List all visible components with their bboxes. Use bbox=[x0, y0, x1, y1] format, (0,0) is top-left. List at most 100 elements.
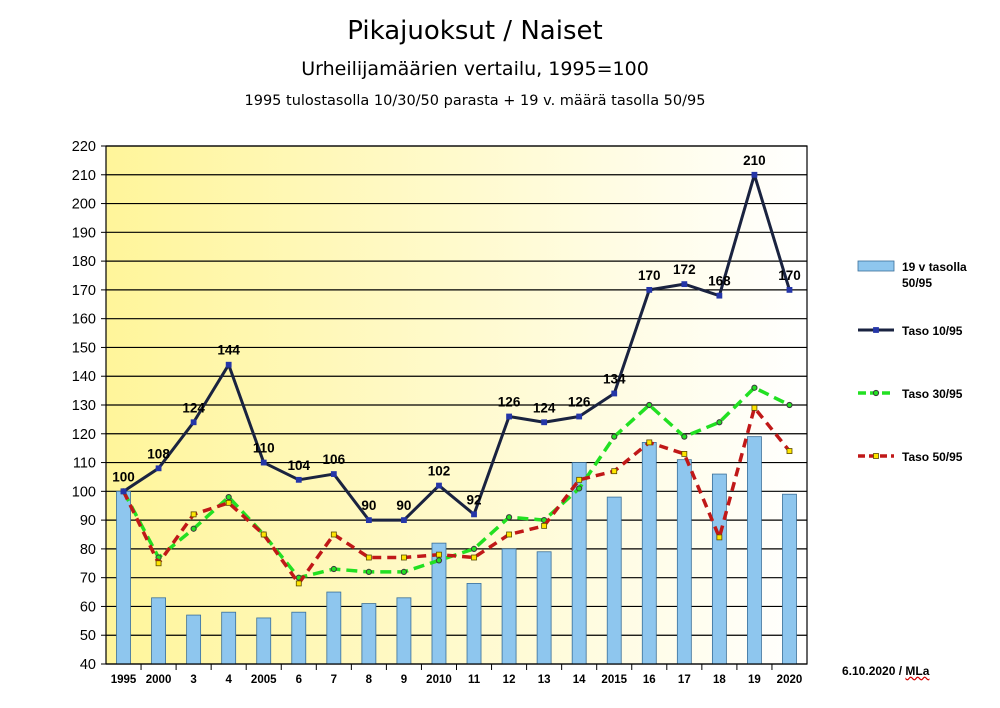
bar bbox=[116, 490, 131, 665]
x-tick-label: 2020 bbox=[777, 674, 803, 686]
point-marker bbox=[120, 488, 127, 495]
point-marker bbox=[295, 476, 302, 483]
point-marker bbox=[576, 413, 583, 420]
point-marker bbox=[190, 511, 197, 518]
y-tick-label: 150 bbox=[72, 340, 96, 356]
footer-author: MLa bbox=[905, 664, 930, 678]
axes: 40 50 60 70 80 90 100 110 120 130 140 150 160 170 180 1… bbox=[72, 139, 808, 686]
data-label: 134 bbox=[603, 371, 626, 386]
point-marker bbox=[611, 468, 618, 475]
data-label: 126 bbox=[498, 395, 521, 410]
data-label: 124 bbox=[182, 400, 205, 415]
bar bbox=[466, 583, 482, 665]
data-label: 102 bbox=[428, 464, 451, 479]
legend-swatch-marker bbox=[873, 453, 879, 459]
legend: 19 v tasolla 50/95 Taso 10/95 Taso 30/95 Tas… bbox=[857, 260, 967, 464]
footer-credit: 6.10.2020 / MLa bbox=[842, 664, 929, 678]
legend-swatch-bars bbox=[857, 260, 895, 272]
point-marker bbox=[436, 482, 442, 489]
point-marker bbox=[190, 419, 197, 426]
x-tick-label: 2005 bbox=[251, 674, 277, 686]
chart-subtitle-2: 1995 tulostasolla 10/30/50 parasta + 19 … bbox=[244, 93, 706, 109]
point-marker bbox=[365, 568, 372, 576]
bar bbox=[571, 462, 587, 665]
point-marker bbox=[681, 281, 688, 288]
point-marker bbox=[155, 465, 162, 472]
x-tick-label: 3 bbox=[190, 674, 196, 686]
bar bbox=[536, 551, 552, 665]
point-marker bbox=[330, 565, 337, 573]
data-label: 126 bbox=[568, 395, 591, 410]
point-marker bbox=[681, 433, 688, 440]
point-marker bbox=[541, 419, 548, 426]
x-tick-label: 18 bbox=[713, 674, 726, 686]
chart-subtitle: Urheilijamäärien vertailu, 1995=100 bbox=[301, 58, 649, 80]
bar bbox=[291, 611, 307, 665]
point-marker bbox=[225, 493, 232, 501]
point-marker bbox=[646, 439, 653, 446]
data-label: 210 bbox=[743, 153, 766, 168]
x-tick-label: 7 bbox=[331, 674, 337, 686]
point-marker bbox=[295, 580, 302, 587]
x-tick-label: 2000 bbox=[146, 674, 172, 686]
bar bbox=[221, 611, 237, 665]
y-tick-label: 80 bbox=[80, 542, 96, 558]
point-marker bbox=[330, 471, 337, 477]
point-marker bbox=[225, 499, 232, 506]
point-marker bbox=[365, 554, 372, 561]
y-tick-label: 200 bbox=[72, 197, 96, 213]
y-tick-label: 100 bbox=[72, 484, 96, 500]
point-marker bbox=[646, 286, 653, 293]
bars-19v bbox=[116, 436, 797, 665]
bar bbox=[501, 548, 517, 665]
data-label: 90 bbox=[361, 498, 376, 513]
data-label: 90 bbox=[396, 498, 411, 513]
y-tick-label: 160 bbox=[72, 312, 96, 328]
y-tick-label: 130 bbox=[72, 398, 96, 414]
bar bbox=[361, 603, 377, 665]
line-series bbox=[120, 171, 793, 587]
point-marker bbox=[786, 448, 793, 454]
data-labels: 100 108 124 144 110 104 106 90 90 102 92 126 124 126 1… bbox=[112, 153, 800, 513]
data-label: 110 bbox=[253, 441, 275, 456]
point-marker bbox=[506, 413, 512, 420]
y-tick-label: 60 bbox=[80, 599, 96, 615]
legend-label: Taso 50/95 bbox=[902, 450, 963, 464]
point-marker bbox=[260, 459, 267, 466]
x-tick-label: 11 bbox=[468, 674, 481, 686]
x-tick-label: 14 bbox=[573, 674, 586, 686]
point-marker bbox=[611, 390, 618, 397]
bar bbox=[711, 473, 727, 665]
point-marker bbox=[436, 551, 442, 558]
bar bbox=[641, 442, 657, 665]
data-label: 106 bbox=[323, 452, 346, 467]
line-taso-30-95 bbox=[121, 385, 791, 580]
y-tick-label: 110 bbox=[73, 456, 96, 472]
chart-title: Pikajuoksut / Naiset bbox=[347, 16, 603, 46]
bar bbox=[676, 459, 692, 665]
legend-label: Taso 30/95 bbox=[902, 387, 963, 401]
y-tick-label: 210 bbox=[72, 168, 96, 184]
point-marker bbox=[751, 384, 758, 391]
point-marker bbox=[365, 517, 372, 524]
x-tick-label: 9 bbox=[401, 674, 407, 686]
data-label: 100 bbox=[112, 469, 135, 484]
point-marker bbox=[470, 545, 478, 552]
data-label: 124 bbox=[533, 400, 556, 415]
data-label: 168 bbox=[708, 274, 731, 289]
legend-label: Taso 10/95 bbox=[902, 324, 963, 338]
bar bbox=[396, 597, 412, 665]
legend-swatch-marker bbox=[873, 327, 879, 333]
point-marker bbox=[716, 419, 723, 426]
point-marker bbox=[786, 401, 793, 409]
y-tick-label: 50 bbox=[80, 628, 96, 644]
y-tick-label: 70 bbox=[80, 571, 96, 587]
y-tick-label: 140 bbox=[72, 369, 96, 385]
bar bbox=[151, 597, 166, 665]
line-taso-10-95 bbox=[122, 173, 791, 522]
point-marker bbox=[401, 517, 407, 524]
data-label: 170 bbox=[638, 268, 661, 283]
point-marker bbox=[751, 171, 758, 178]
x-tick-label: 2015 bbox=[601, 674, 627, 686]
x-tick-label: 8 bbox=[366, 674, 373, 686]
